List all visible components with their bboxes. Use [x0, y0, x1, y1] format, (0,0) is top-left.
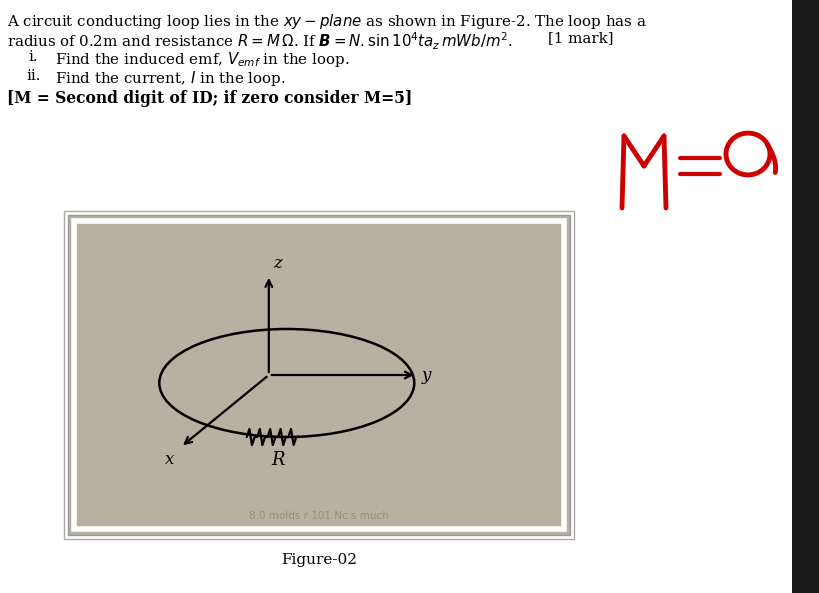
Text: y: y: [421, 366, 431, 384]
Text: ii.: ii.: [26, 69, 40, 83]
Bar: [791, 0, 819, 593]
Bar: [64, 211, 573, 539]
Text: radius of 0.2m and resistance $R = M\,\Omega$. If $\boldsymbol{B} = N.\sin10^4ta: radius of 0.2m and resistance $R = M\,\O…: [7, 31, 513, 52]
Text: x: x: [165, 451, 174, 468]
Text: R: R: [271, 451, 284, 469]
Bar: [68, 215, 569, 535]
Text: Figure-02: Figure-02: [281, 553, 356, 567]
Text: z: z: [273, 255, 281, 272]
Text: [1 mark]: [1 mark]: [547, 31, 613, 45]
Bar: [74, 221, 563, 529]
Text: Find the current, $I$ in the loop.: Find the current, $I$ in the loop.: [55, 69, 285, 88]
Text: A circuit conducting loop lies in the $xy-\mathit{plane}$ as shown in Figure-2. : A circuit conducting loop lies in the $x…: [7, 12, 646, 31]
Text: [M = Second digit of ID; if zero consider M=5]: [M = Second digit of ID; if zero conside…: [7, 90, 412, 107]
Text: i.: i.: [28, 50, 38, 64]
Text: 8.0 molds r 101 Nc s much: 8.0 molds r 101 Nc s much: [249, 511, 388, 521]
Text: Find the induced emf, $V_{emf}$ in the loop.: Find the induced emf, $V_{emf}$ in the l…: [55, 50, 349, 69]
